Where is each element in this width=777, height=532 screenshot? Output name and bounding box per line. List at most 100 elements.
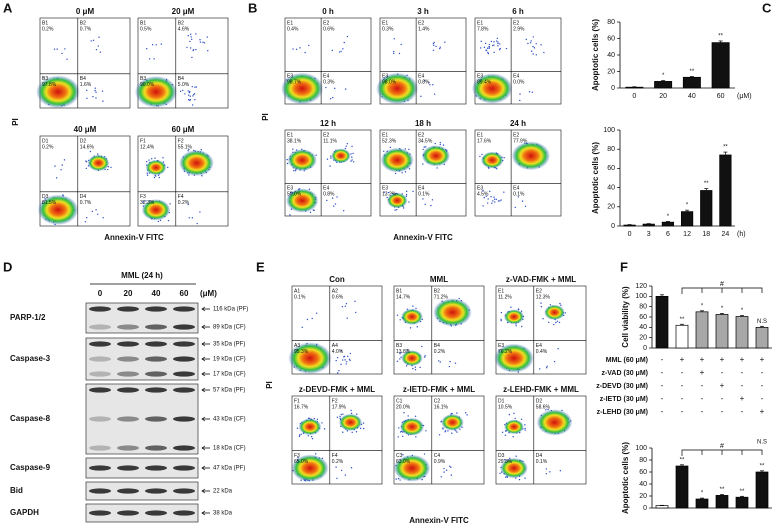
event-dot xyxy=(189,100,190,101)
plot-title: MML xyxy=(430,275,448,284)
density-hotspot xyxy=(381,148,414,173)
event-dot xyxy=(503,157,504,158)
event-dot xyxy=(422,163,423,164)
event-dot xyxy=(394,38,395,39)
event-dot xyxy=(93,40,94,41)
event-dot xyxy=(488,48,489,49)
event-dot xyxy=(344,359,345,360)
event-dot xyxy=(158,221,159,222)
event-dot xyxy=(548,322,549,323)
event-dot xyxy=(540,44,541,45)
event-dot xyxy=(207,50,208,51)
quadrant-percent: 17.9% xyxy=(332,404,347,410)
density-hotspot xyxy=(422,145,450,166)
event-dot xyxy=(439,48,440,49)
event-dot xyxy=(397,361,398,362)
event-dot xyxy=(432,199,433,200)
event-dot xyxy=(61,53,62,54)
density-hotspot xyxy=(504,420,524,435)
event-dot xyxy=(182,90,183,91)
event-dot xyxy=(64,48,65,49)
event-dot xyxy=(441,476,442,477)
event-dot xyxy=(333,205,334,206)
event-dot xyxy=(400,44,401,45)
event-dot xyxy=(342,413,343,414)
event-dot xyxy=(355,312,356,313)
y-axis-label: PI xyxy=(11,118,20,126)
event-dot xyxy=(159,177,160,178)
event-dot xyxy=(299,436,300,437)
event-dot xyxy=(54,165,55,166)
event-dot xyxy=(514,418,515,419)
event-dot xyxy=(110,167,111,168)
event-dot xyxy=(399,53,400,54)
event-dot xyxy=(500,320,501,321)
event-dot xyxy=(399,319,400,320)
quadrant-percent: 76.2% xyxy=(498,349,513,355)
event-dot xyxy=(337,357,338,358)
panel-label: E xyxy=(256,259,265,274)
event-dot xyxy=(307,319,308,320)
panel-label: C xyxy=(762,0,772,15)
event-dot xyxy=(553,324,554,325)
event-dot xyxy=(500,199,501,200)
event-dot xyxy=(153,58,154,59)
event-dot xyxy=(360,428,361,429)
quadrant-percent: 0.4% xyxy=(287,26,299,32)
event-dot xyxy=(353,161,354,162)
event-dot xyxy=(192,95,193,96)
event-dot xyxy=(487,202,488,203)
quadrant-percent: 20.0% xyxy=(396,404,411,410)
quadrant-percent: 89.4% xyxy=(477,80,492,86)
event-dot xyxy=(339,416,340,417)
event-dot xyxy=(417,326,418,327)
event-dot xyxy=(97,153,98,154)
event-dot xyxy=(496,199,497,200)
quadrant-percent: 0.2% xyxy=(332,459,344,465)
plot-title: z-IETD-FMK + MML xyxy=(403,385,475,394)
event-dot xyxy=(395,173,396,174)
quadrant-percent: 14.7% xyxy=(396,294,411,300)
event-dot xyxy=(415,367,416,368)
event-dot xyxy=(161,43,162,44)
event-dot xyxy=(434,93,435,94)
event-dot xyxy=(202,42,203,43)
quadrant-percent: 0.5% xyxy=(140,26,152,32)
event-dot xyxy=(515,207,516,208)
event-dot xyxy=(536,54,537,55)
event-dot xyxy=(312,438,313,439)
event-dot xyxy=(332,97,333,98)
event-dot xyxy=(321,422,322,423)
plot-title: 0 h xyxy=(322,7,334,16)
event-dot xyxy=(402,436,403,437)
event-dot xyxy=(529,91,530,92)
event-dot xyxy=(155,44,156,45)
event-dot xyxy=(308,45,309,46)
event-dot xyxy=(546,366,547,367)
event-dot xyxy=(557,321,558,322)
event-dot xyxy=(527,43,528,44)
event-dot xyxy=(487,52,488,53)
event-dot xyxy=(383,151,384,152)
event-dot xyxy=(292,48,293,49)
event-dot xyxy=(522,200,523,201)
density-hotspot xyxy=(441,414,463,431)
event-dot xyxy=(499,43,500,44)
plot-title: 12 h xyxy=(320,119,336,128)
event-dot xyxy=(435,46,436,47)
event-dot xyxy=(415,436,416,437)
event-dot xyxy=(188,99,189,100)
event-dot xyxy=(542,318,543,319)
event-dot xyxy=(403,207,404,208)
event-dot xyxy=(489,46,490,47)
event-dot xyxy=(534,47,535,48)
event-dot xyxy=(192,104,193,105)
event-dot xyxy=(501,312,502,313)
event-dot xyxy=(502,432,503,433)
event-dot xyxy=(342,432,343,433)
event-dot xyxy=(557,348,558,349)
event-dot xyxy=(102,217,103,218)
event-dot xyxy=(430,205,431,206)
event-dot xyxy=(343,210,344,211)
